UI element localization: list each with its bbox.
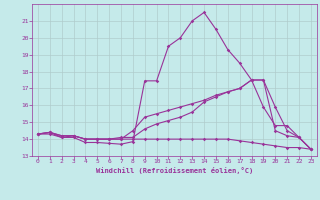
X-axis label: Windchill (Refroidissement éolien,°C): Windchill (Refroidissement éolien,°C) [96,167,253,174]
